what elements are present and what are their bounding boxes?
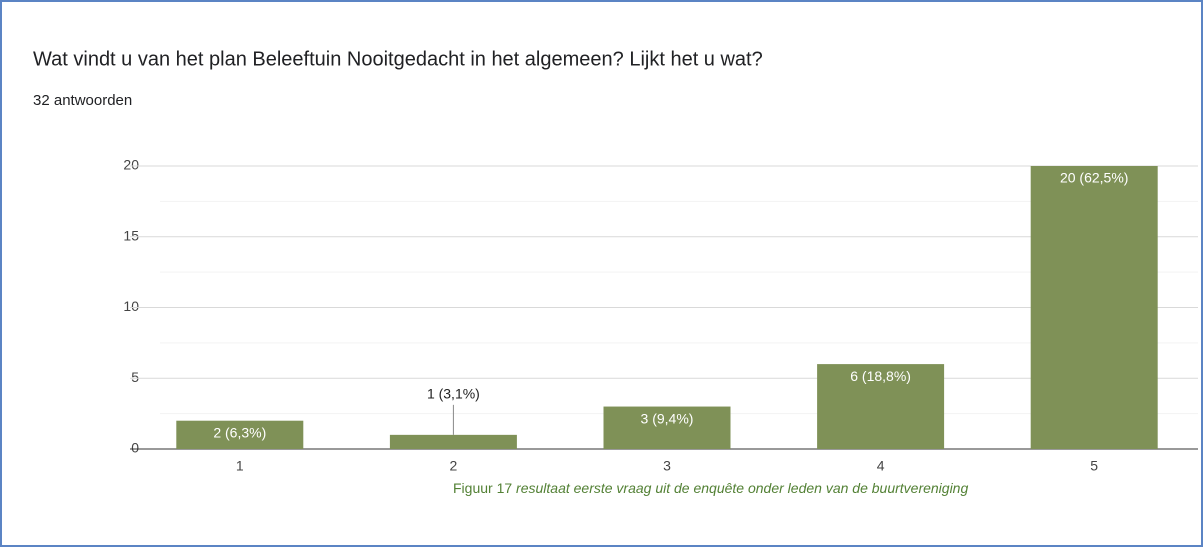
caption-label: Figuur 17 [453, 480, 512, 496]
y-tick-label: 5 [131, 369, 139, 385]
y-tick-label: 10 [123, 298, 139, 314]
bar [176, 420, 304, 449]
caption-text: resultaat eerste vraag uit de enquête on… [516, 480, 968, 496]
x-tick-label: 4 [877, 458, 885, 474]
y-tick-label: 15 [123, 227, 139, 243]
y-tick-label: 20 [123, 157, 139, 173]
y-tick-label: 0 [131, 440, 139, 456]
data-label: 2 (6,3%) [213, 424, 266, 440]
x-tick-label: 2 [450, 458, 458, 474]
bar [603, 406, 731, 449]
bar [1030, 166, 1158, 449]
figure-caption: Figuur 17 resultaat eerste vraag uit de … [453, 480, 968, 496]
x-tick-label: 5 [1090, 458, 1098, 474]
x-tick-label: 1 [236, 458, 244, 474]
x-tick-label: 3 [663, 458, 671, 474]
data-label: 6 (18,8%) [850, 368, 911, 384]
data-label: 20 (62,5%) [1060, 170, 1128, 186]
bar [817, 364, 945, 449]
data-label: 3 (9,4%) [641, 410, 694, 426]
chart-title: Wat vindt u van het plan Beleeftuin Nooi… [33, 48, 763, 70]
data-label: 1 (3,1%) [427, 386, 480, 402]
chart-subtitle: 32 antwoorden [33, 92, 132, 109]
bar [389, 434, 517, 449]
